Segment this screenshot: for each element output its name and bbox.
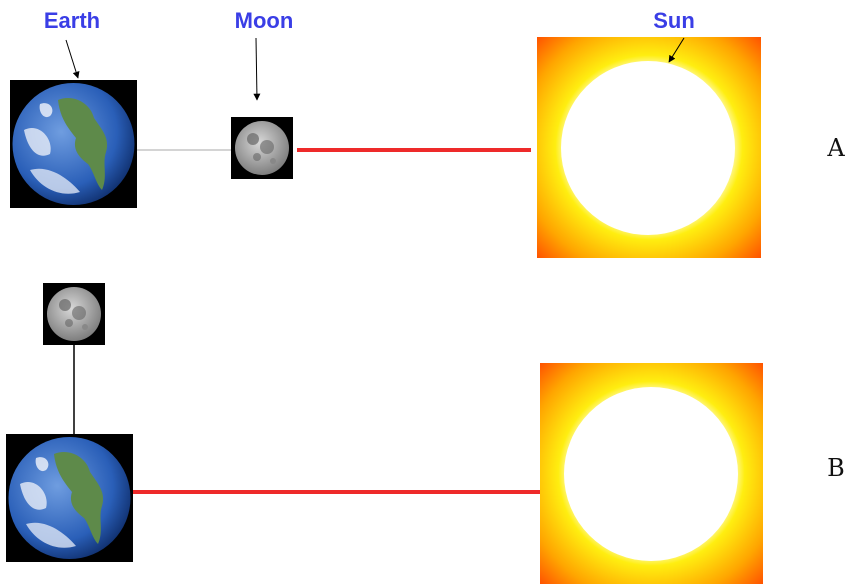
arrow <box>668 37 685 63</box>
sun <box>537 37 761 258</box>
arrow <box>65 39 80 79</box>
sun-label: Sun <box>653 8 695 33</box>
moon <box>231 117 293 179</box>
moon <box>43 283 105 345</box>
earth-label: Earth <box>44 8 100 33</box>
row-label: B <box>827 454 845 482</box>
sun <box>540 363 763 584</box>
row-label: A <box>826 134 845 162</box>
earth <box>10 80 137 208</box>
moon-label: Moon <box>235 8 294 33</box>
arrow <box>253 37 261 101</box>
earth <box>6 434 133 562</box>
